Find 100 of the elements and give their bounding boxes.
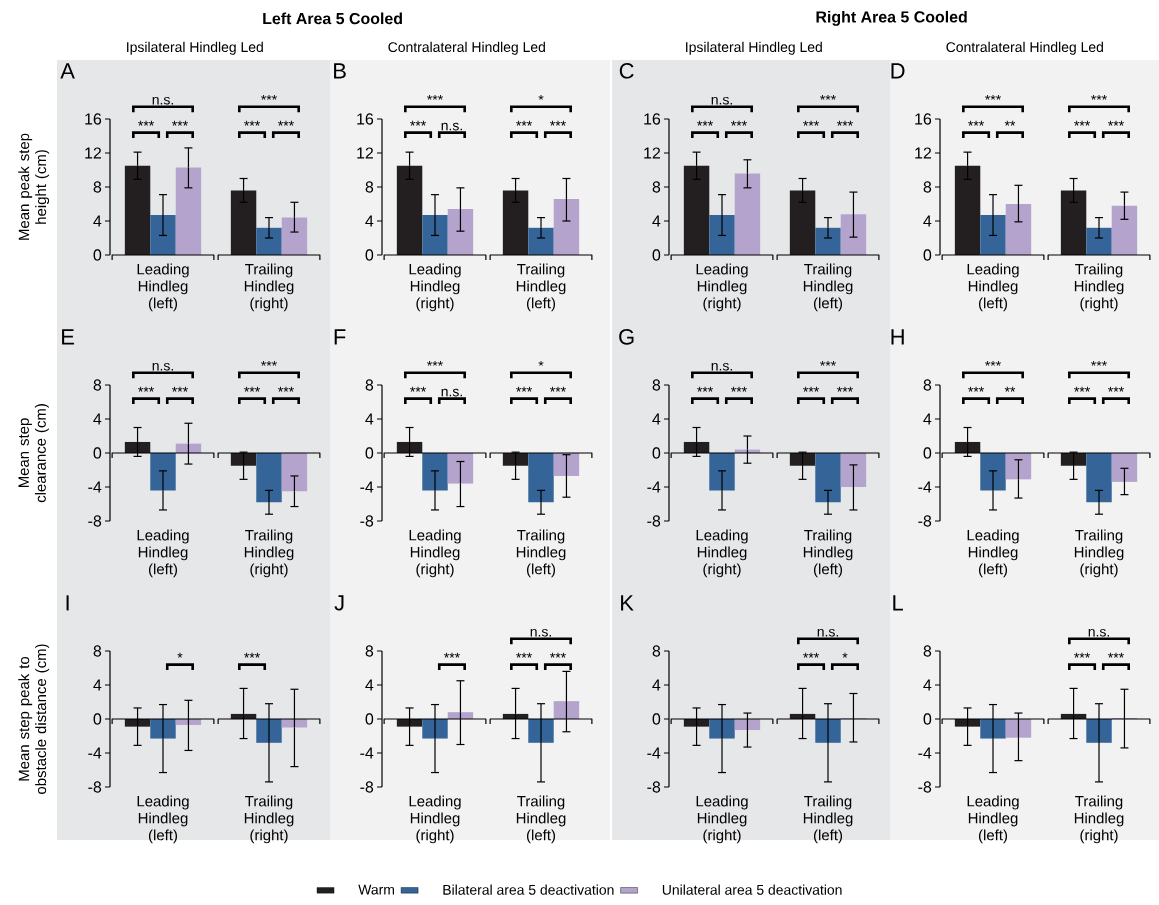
- y-tick-label: 0: [923, 713, 932, 725]
- y-tick-label: 4: [93, 413, 102, 425]
- y-tick-label: 0: [652, 447, 661, 459]
- annotation: ***: [444, 652, 460, 658]
- annotation: ***: [138, 386, 154, 392]
- y-tick-label: 12: [85, 147, 101, 159]
- y-tick-label: 0: [923, 249, 932, 261]
- y-tick-label: 4: [93, 679, 102, 691]
- text: ***: [427, 360, 443, 366]
- annotation: ***: [516, 120, 532, 126]
- y-tick-label: 16: [85, 113, 102, 125]
- annotation: ***: [837, 386, 853, 392]
- y-tick-label: 4: [365, 215, 374, 227]
- y-tick-label: 4: [365, 413, 374, 425]
- legend-label: Bilateral area 5 deactivation: [443, 884, 614, 895]
- annotation: ***: [803, 120, 819, 126]
- x-tick-label: Trailing Hindleg (left): [516, 263, 566, 312]
- chart-title: J: [334, 595, 344, 611]
- chart-subtitle: Contralateral Hindleg Led: [946, 41, 1103, 55]
- annotation: ***: [1108, 386, 1124, 392]
- chart-title: K: [621, 595, 634, 611]
- chart-title: G: [619, 329, 634, 345]
- y-tick-label: -8: [918, 781, 932, 793]
- y-tick-label: 4: [923, 679, 932, 691]
- annotation: ***: [278, 120, 294, 126]
- annotation: ***: [172, 120, 188, 126]
- y-tick-label: 16: [357, 113, 374, 125]
- y-tick-label: 4: [652, 679, 661, 691]
- y-tick-label: 16: [644, 113, 661, 125]
- y-tick-label: 0: [365, 447, 374, 459]
- annotation: ***: [550, 386, 566, 392]
- text: ***: [261, 360, 277, 366]
- x-tick-label: Leading Hindleg (right): [409, 263, 461, 312]
- chart-title: E: [62, 329, 74, 345]
- annotation: ***: [410, 120, 426, 126]
- y-axis-title: Mean step clearance (cm): [18, 404, 49, 503]
- y-axis-title: Mean step peak to obstacle distance (cm): [18, 644, 50, 794]
- annotation: ***: [550, 120, 566, 126]
- annotation: ***: [731, 120, 747, 126]
- annotation: ***: [244, 120, 260, 126]
- y-tick-label: 0: [365, 249, 374, 261]
- y-tick-label: -8: [647, 781, 661, 793]
- y-tick-label: -4: [360, 747, 374, 759]
- text: ***: [427, 94, 443, 100]
- chart-title: H: [891, 329, 904, 345]
- y-tick-label: 12: [915, 147, 932, 159]
- y-tick-label: 8: [652, 645, 661, 657]
- y-tick-label: 0: [365, 713, 374, 725]
- y-tick-label: 0: [652, 713, 661, 725]
- y-axis-title: Mean peak step height (cm): [18, 133, 50, 240]
- x-tick-label: Leading Hindleg (right): [696, 263, 748, 312]
- x-tick-label: Trailing Hindleg (right): [1074, 263, 1124, 312]
- annotation: *: [177, 652, 183, 658]
- text: *: [538, 94, 544, 100]
- chart-subtitle: Ipsilateral Hindleg Led: [127, 41, 263, 55]
- annotation: ***: [731, 386, 747, 392]
- x-tick-label: Trailing Hindleg (left): [803, 795, 853, 844]
- y-tick-label: -4: [88, 747, 102, 759]
- y-tick-label: -8: [88, 515, 102, 527]
- text: ***: [985, 94, 1001, 100]
- text: n.s.: [711, 362, 732, 371]
- annotation: ***: [697, 386, 713, 392]
- y-tick-label: -4: [918, 747, 932, 759]
- y-tick-label: 4: [923, 215, 932, 227]
- annotation: *: [842, 652, 848, 658]
- annotation: **: [1004, 386, 1016, 392]
- text: ***: [1091, 360, 1107, 366]
- text: n.s.: [1088, 628, 1109, 637]
- annotation: ***: [410, 386, 426, 392]
- annotation: ***: [1108, 652, 1124, 658]
- y-tick-label: 8: [923, 181, 932, 193]
- x-tick-label: Leading Hindleg (left): [137, 795, 189, 844]
- annotation: ***: [550, 652, 566, 658]
- y-tick-label: 8: [365, 181, 374, 193]
- y-tick-label: 8: [93, 379, 102, 391]
- y-tick-label: 0: [93, 249, 102, 261]
- x-tick-label: Trailing Hindleg (left): [803, 529, 853, 578]
- y-tick-label: 0: [923, 447, 932, 459]
- y-tick-label: 0: [93, 713, 102, 725]
- legend-label: Warm: [358, 884, 394, 895]
- annotation: ***: [1074, 652, 1090, 658]
- text: ***: [985, 360, 1001, 366]
- legend-label: Unilateral area 5 deactivation: [662, 884, 842, 895]
- chart-title: I: [66, 595, 69, 611]
- y-tick-label: 8: [365, 379, 374, 391]
- x-tick-label: Trailing Hindleg (right): [244, 529, 294, 578]
- x-tick-label: Leading Hindleg (left): [137, 529, 189, 578]
- x-tick-label: Trailing Hindleg (left): [516, 529, 566, 578]
- y-tick-label: 4: [93, 215, 102, 227]
- text: n.s.: [711, 96, 732, 105]
- x-tick-label: Trailing Hindleg (left): [516, 795, 566, 844]
- y-tick-label: 8: [365, 645, 374, 657]
- x-tick-label: Leading Hindleg (left): [967, 795, 1019, 844]
- y-tick-label: 12: [357, 147, 373, 159]
- chart-title: L: [893, 595, 903, 611]
- annotation: ***: [244, 386, 260, 392]
- y-tick-label: -8: [360, 515, 374, 527]
- chart-title: C: [619, 63, 634, 79]
- annotation: ***: [1074, 386, 1090, 392]
- text: n.s.: [817, 628, 838, 637]
